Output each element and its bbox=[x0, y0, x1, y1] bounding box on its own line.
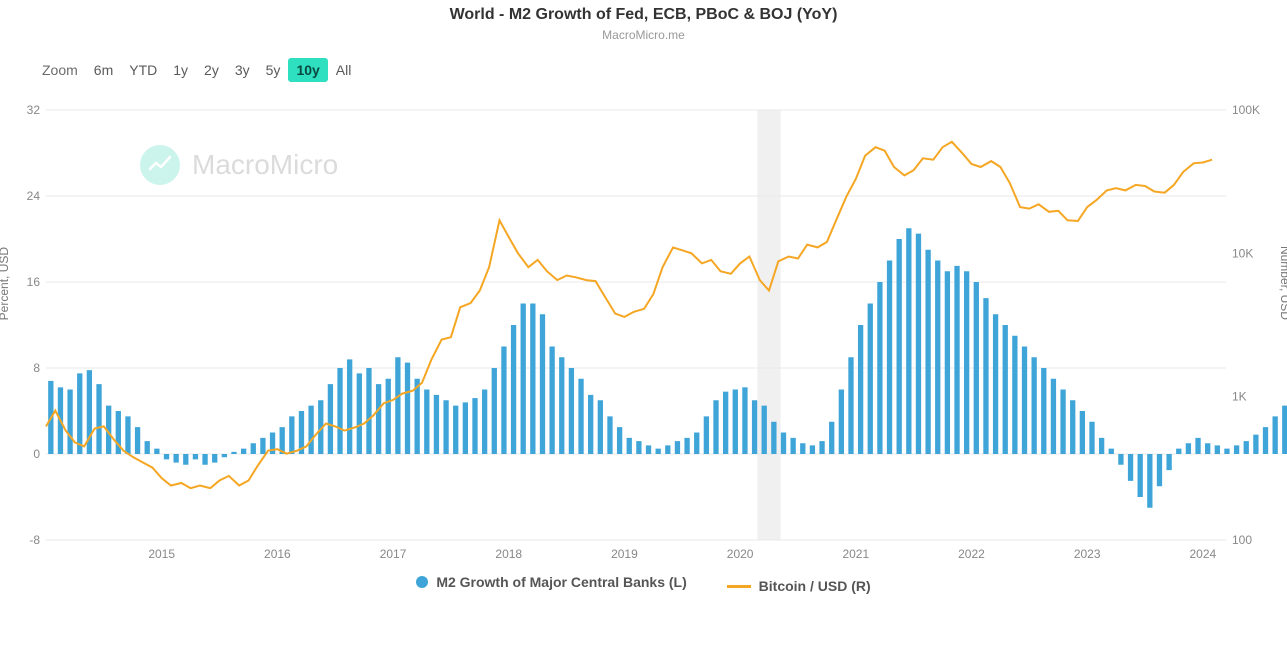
chart-title: World - M2 Growth of Fed, ECB, PBoC & BO… bbox=[0, 0, 1287, 24]
svg-text:2020: 2020 bbox=[727, 547, 754, 561]
svg-text:0: 0 bbox=[33, 447, 40, 461]
svg-text:2022: 2022 bbox=[958, 547, 985, 561]
zoom-btn-6m[interactable]: 6m bbox=[86, 58, 121, 82]
svg-text:100K: 100K bbox=[1232, 103, 1260, 117]
zoom-label: Zoom bbox=[42, 62, 78, 78]
zoom-btn-5y[interactable]: 5y bbox=[258, 58, 289, 82]
svg-text:2015: 2015 bbox=[148, 547, 175, 561]
y-axis-right-label: Number, USD bbox=[1278, 246, 1287, 320]
zoom-toolbar: Zoom 6mYTD1y2y3y5y10yAll bbox=[42, 62, 359, 78]
zoom-btn-all[interactable]: All bbox=[328, 58, 360, 82]
svg-text:2024: 2024 bbox=[1190, 547, 1217, 561]
svg-text:1K: 1K bbox=[1232, 390, 1247, 404]
svg-text:-8: -8 bbox=[29, 533, 40, 547]
svg-text:2018: 2018 bbox=[495, 547, 522, 561]
legend-label-btc: Bitcoin / USD (R) bbox=[759, 578, 871, 594]
svg-text:2021: 2021 bbox=[842, 547, 869, 561]
chart-subtitle: MacroMicro.me bbox=[0, 28, 1287, 42]
svg-text:2023: 2023 bbox=[1074, 547, 1101, 561]
legend-marker-line-icon bbox=[727, 585, 751, 588]
zoom-btn-3y[interactable]: 3y bbox=[227, 58, 258, 82]
svg-text:8: 8 bbox=[33, 361, 40, 375]
legend-item-btc[interactable]: Bitcoin / USD (R) bbox=[727, 578, 871, 594]
legend: M2 Growth of Major Central Banks (L) Bit… bbox=[0, 574, 1287, 595]
legend-label-m2: M2 Growth of Major Central Banks (L) bbox=[436, 574, 686, 590]
zoom-btn-10y[interactable]: 10y bbox=[288, 58, 327, 82]
svg-text:100: 100 bbox=[1232, 533, 1252, 547]
svg-text:2016: 2016 bbox=[264, 547, 291, 561]
legend-item-m2[interactable]: M2 Growth of Major Central Banks (L) bbox=[416, 574, 686, 590]
svg-text:2019: 2019 bbox=[611, 547, 638, 561]
zoom-btn-ytd[interactable]: YTD bbox=[121, 58, 165, 82]
svg-text:16: 16 bbox=[27, 275, 41, 289]
zoom-btn-2y[interactable]: 2y bbox=[196, 58, 227, 82]
svg-text:24: 24 bbox=[27, 189, 41, 203]
legend-marker-circle-icon bbox=[416, 576, 428, 588]
y-axis-left-label: Percent, USD bbox=[0, 247, 11, 320]
chart-plot: -8081624321001K10K100K201520162017201820… bbox=[46, 110, 1226, 560]
zoom-btn-1y[interactable]: 1y bbox=[165, 58, 196, 82]
svg-text:10K: 10K bbox=[1232, 246, 1253, 260]
svg-text:32: 32 bbox=[27, 103, 41, 117]
svg-text:2017: 2017 bbox=[380, 547, 407, 561]
chart-container: Percent, USD Number, USD -8 0 8 16 24 32 100 1K… bbox=[0, 100, 1287, 600]
